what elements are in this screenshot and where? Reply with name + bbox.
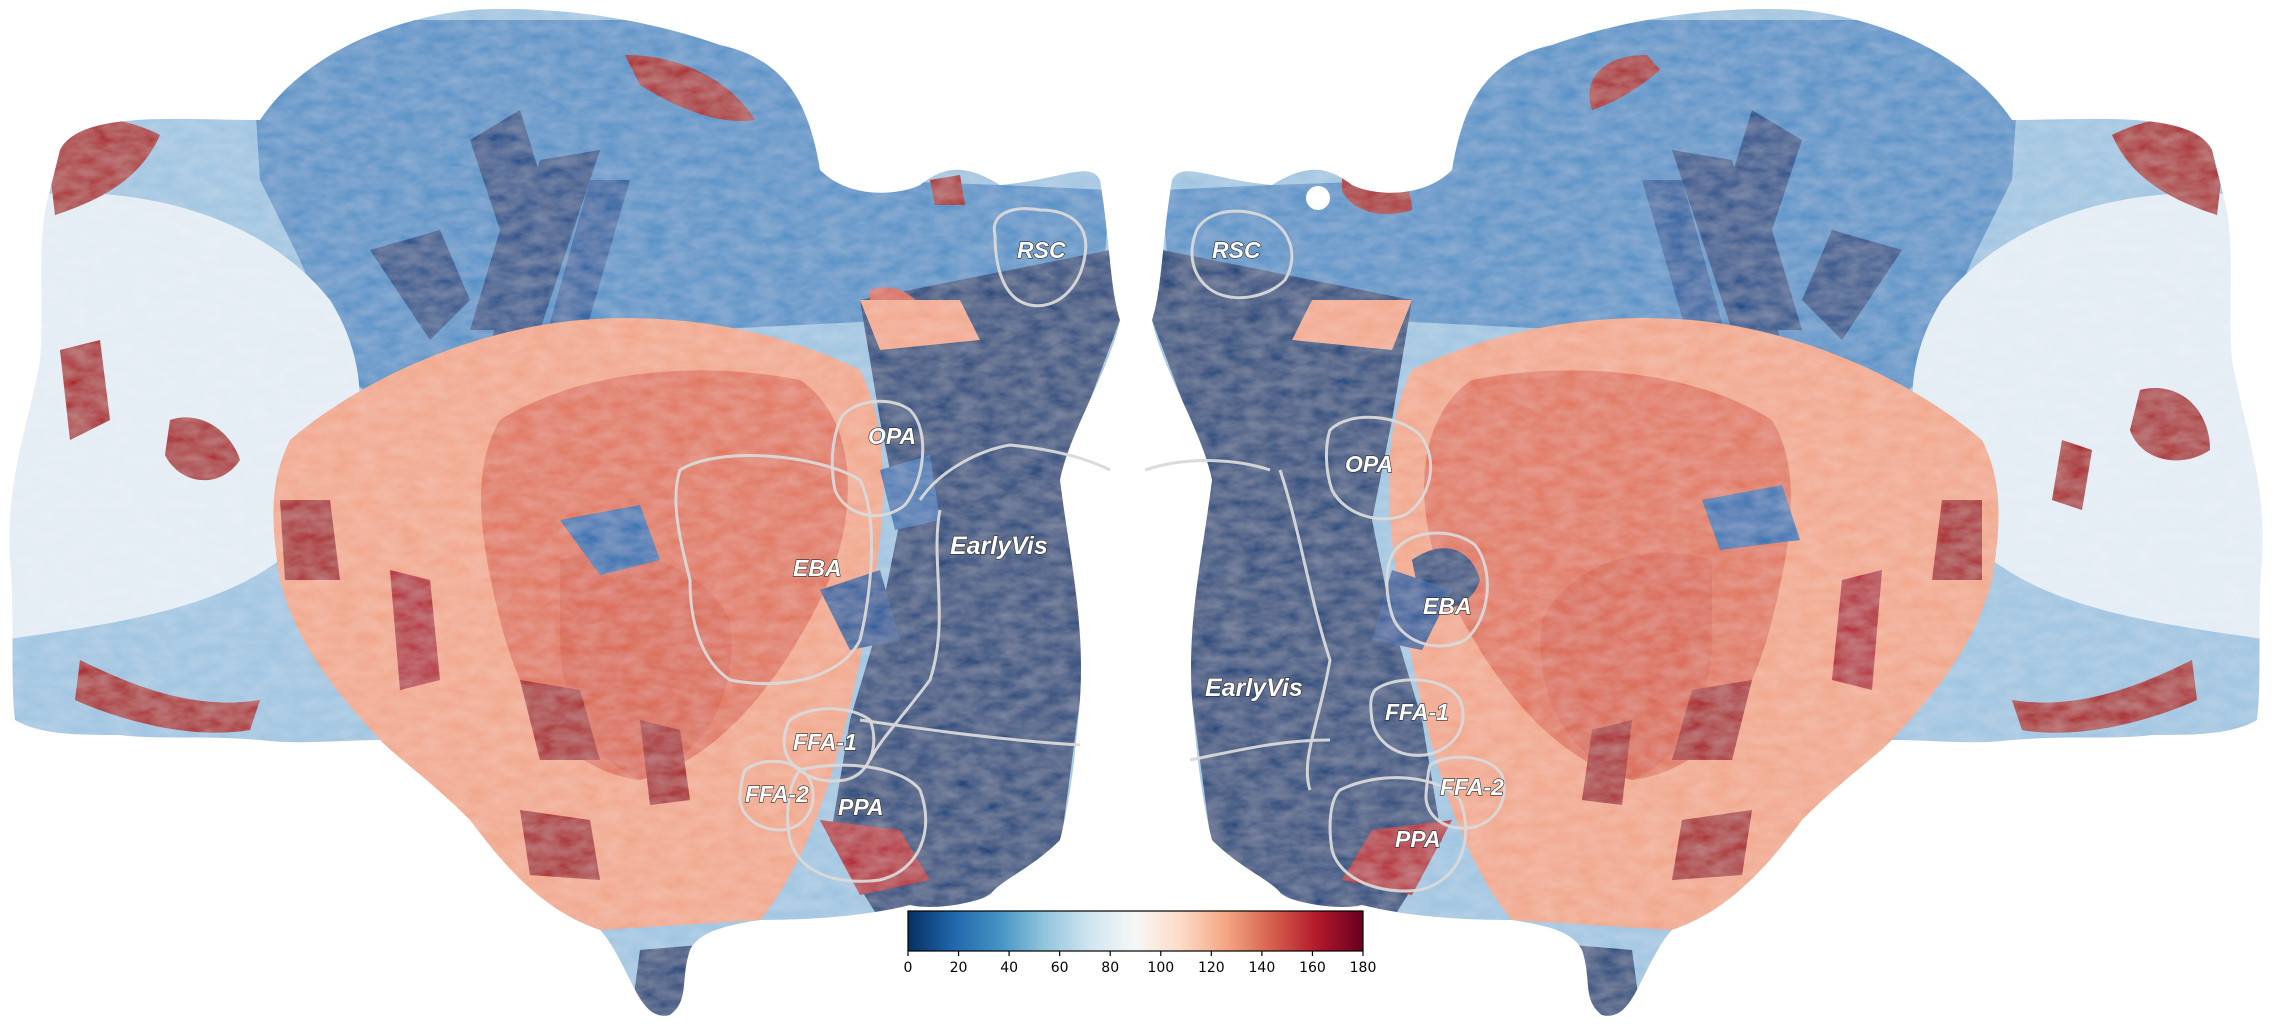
left-roi-label-opa: OPA	[868, 423, 916, 449]
left-roi-label-eba: EBA	[793, 555, 842, 581]
colorbar-tick-label: 100	[1147, 960, 1174, 976]
colorbar-tick-label: 80	[1101, 960, 1119, 976]
colorbar-tick-label: 120	[1198, 960, 1225, 976]
colorbar-tick-label: 40	[1000, 960, 1018, 976]
colorbar-ticks: 0 20 40 60 80 100 120 140 160 180	[904, 951, 1377, 976]
colorbar-tick-label: 20	[950, 960, 968, 976]
colorbar-tick-label: 140	[1249, 960, 1276, 976]
right-roi-label-ffa2: FFA-2	[1440, 774, 1504, 800]
colorbar-tick-label: 180	[1350, 960, 1377, 976]
left-roi-label-ffa2: FFA-2	[745, 781, 809, 807]
left-roi-ffa1-outline	[782, 707, 876, 783]
right-roi-ffa1-outline	[1369, 678, 1465, 757]
left-roi-label-earlyvis: EarlyVis	[950, 532, 1048, 560]
colorbar-tick-label: 0	[904, 960, 913, 976]
right-region-lateral-pale	[1912, 193, 2263, 640]
right-roi-ppa-outline	[1328, 776, 1468, 893]
colorbar-tick-label: 60	[1051, 960, 1069, 976]
right-roi-opa-outline	[1325, 415, 1433, 521]
right-region-dorsal	[1162, 20, 2022, 430]
left-roi-ffa2-outline	[738, 759, 815, 832]
left-region-dorsal	[250, 20, 1110, 430]
right-hemisphere-hole	[1306, 186, 1330, 210]
left-roi-label-ppa: PPA	[838, 794, 884, 820]
right-roi-label-earlyvis: EarlyVis	[1205, 674, 1303, 702]
left-roi-label-rsc: RSC	[1017, 237, 1066, 263]
right-hemisphere-flatmap: RSC OPA EBA EarlyVis FFA-1 FFA-2 PPA	[1144, 9, 2263, 1016]
left-roi-ppa-outline	[786, 763, 928, 883]
right-roi-labels: RSC OPA EBA EarlyVis FFA-1 FFA-2 PPA	[1204, 236, 1504, 852]
right-roi-label-opa: OPA	[1345, 451, 1393, 477]
right-roi-label-ffa1: FFA-1	[1385, 699, 1449, 725]
left-roi-rsc-outline	[992, 207, 1088, 308]
left-roi-eba-outline	[674, 454, 873, 686]
right-roi-label-rsc: RSC	[1212, 237, 1261, 263]
left-hemisphere-flatmap: RSC OPA EBA EarlyVis FFA-1 FFA-2 PPA	[9, 9, 1120, 1016]
left-roi-opa-outline	[830, 399, 925, 518]
right-roi-eba-outline	[1385, 531, 1489, 648]
colorbar-bar	[907, 910, 1364, 952]
left-region-earlyvis	[830, 250, 1120, 920]
left-roi-label-ffa1: FFA-1	[793, 729, 857, 755]
right-roi-label-ppa: PPA	[1395, 826, 1441, 852]
right-roi-rsc-outline	[1190, 209, 1294, 300]
right-roi-ffa2-outline	[1424, 755, 1506, 830]
colorbar: 0 20 40 60 80 100 120 140 160 180	[904, 910, 1377, 976]
colorbar-tick-label: 160	[1299, 960, 1326, 976]
left-roi-labels: RSC OPA EBA EarlyVis FFA-1 FFA-2 PPA	[744, 236, 1066, 820]
right-roi-earlyvis-outline	[1144, 459, 1332, 791]
left-region-lateral-pale	[9, 193, 360, 640]
left-roi-earlyvis-outline	[859, 443, 1111, 761]
right-roi-label-eba: EBA	[1423, 593, 1472, 619]
